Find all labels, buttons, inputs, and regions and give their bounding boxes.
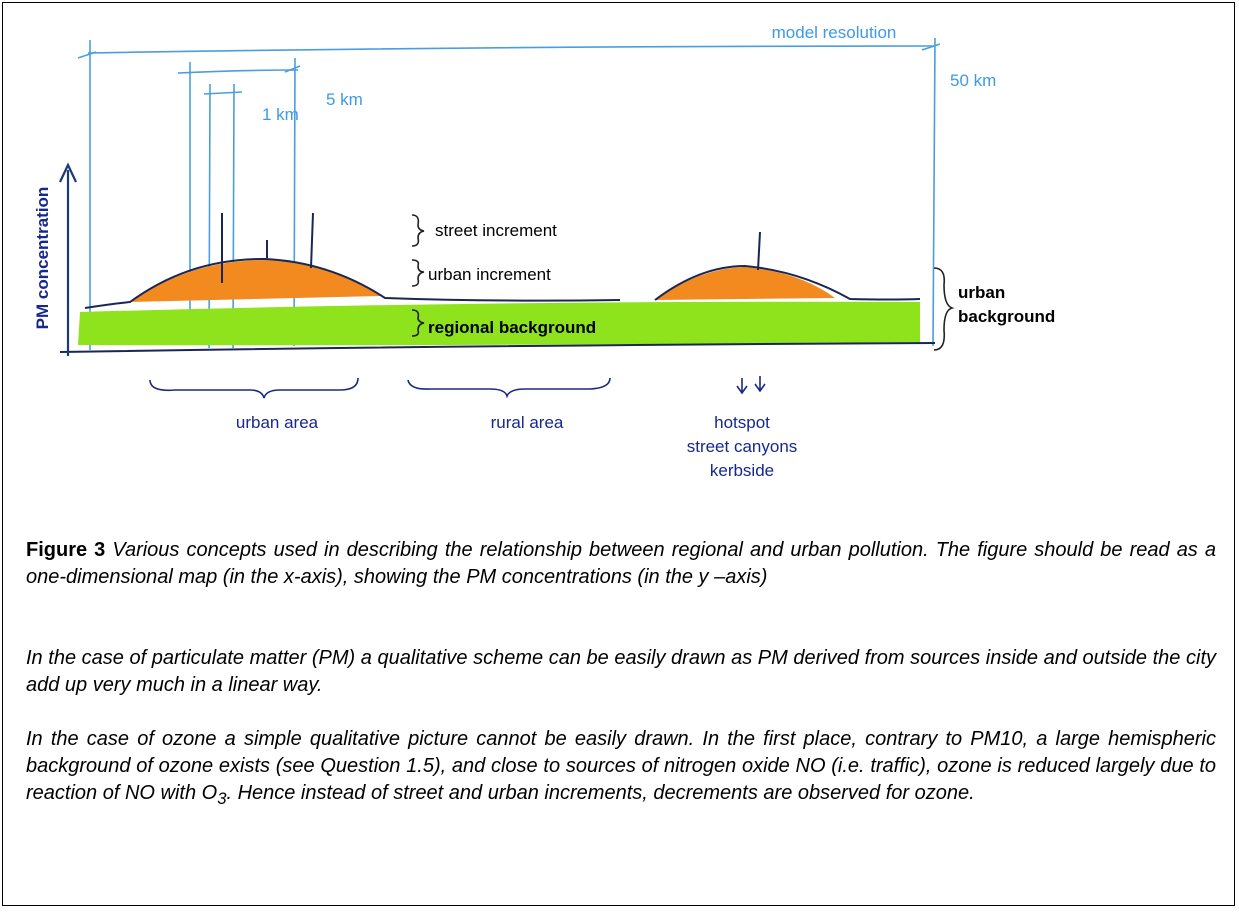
diagram: PM concentration model resolution 50 km … bbox=[33, 23, 1055, 480]
label: 5 km bbox=[326, 90, 363, 109]
urban-mound bbox=[130, 260, 380, 302]
paragraph: In the case of particulate matter (PM) a… bbox=[26, 647, 1216, 696]
label: 1 km bbox=[262, 105, 299, 124]
label: urban bbox=[958, 283, 1005, 302]
label: street increment bbox=[435, 221, 557, 240]
label: rural area bbox=[491, 413, 564, 432]
label: 50 km bbox=[950, 71, 996, 90]
label: urban area bbox=[236, 413, 319, 432]
hotspot-mound bbox=[655, 267, 835, 300]
label: hotspot bbox=[714, 413, 770, 432]
subscript: 3 bbox=[217, 789, 227, 808]
label: kerbside bbox=[710, 461, 774, 480]
caption: Figure 3 Various concepts used in descri… bbox=[26, 537, 1216, 591]
label: regional background bbox=[428, 318, 596, 337]
caption-text: Various concepts used in describing the … bbox=[26, 539, 1216, 588]
label: urban increment bbox=[428, 265, 551, 284]
label: background bbox=[958, 307, 1055, 326]
paragraph-text: . Hence instead of street and urban incr… bbox=[226, 782, 975, 804]
regional-band bbox=[78, 301, 920, 346]
paragraph: In the case of ozone a simple qualitativ… bbox=[26, 726, 1216, 812]
axis-label: PM concentration bbox=[33, 187, 52, 330]
paragraph-text: In the case of ozone a simple qualitativ… bbox=[26, 728, 1216, 804]
caption-label: Figure 3 bbox=[26, 539, 106, 561]
label: model resolution bbox=[772, 23, 897, 42]
label: street canyons bbox=[687, 437, 798, 456]
